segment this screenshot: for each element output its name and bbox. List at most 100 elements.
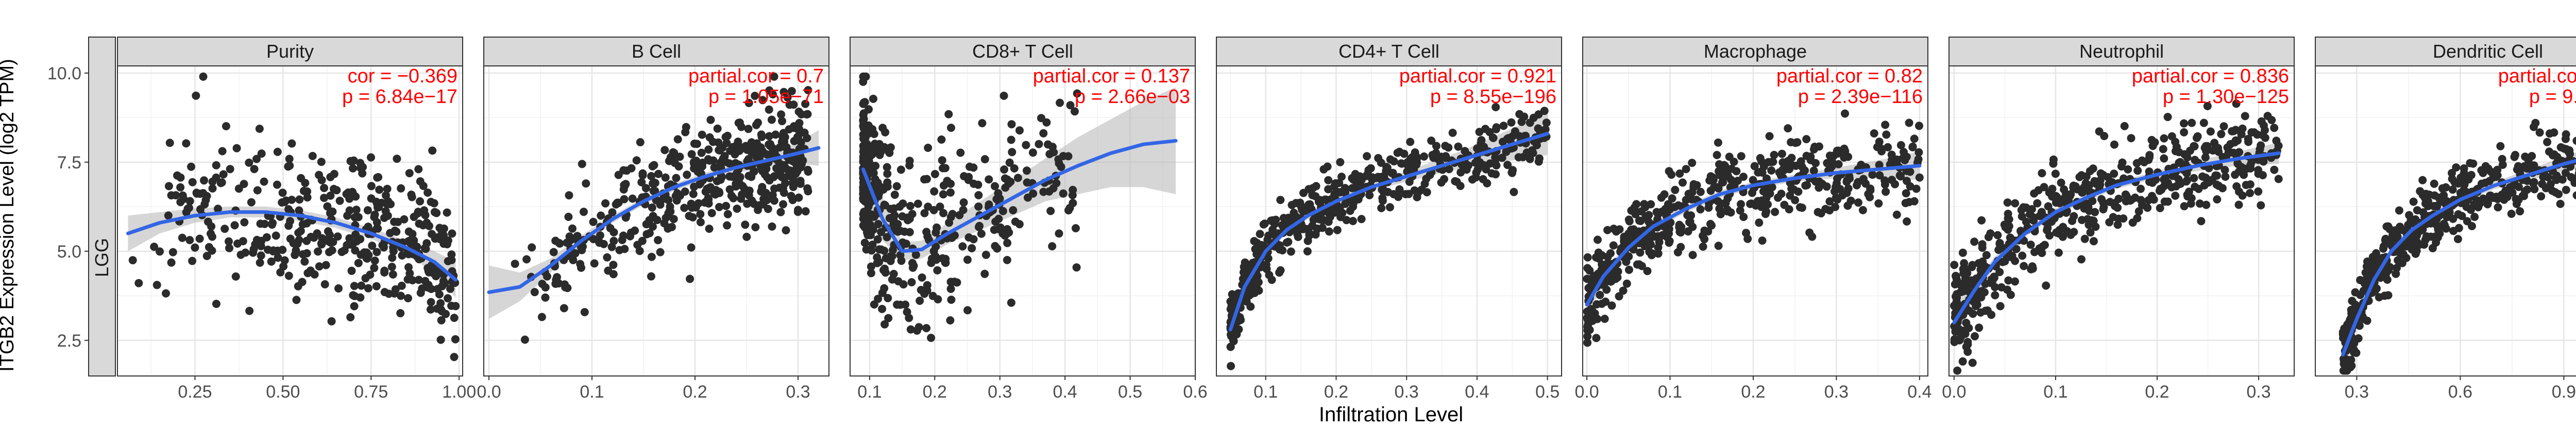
data-point — [963, 255, 972, 264]
data-point — [1910, 134, 1919, 143]
data-point — [1013, 174, 1022, 182]
data-point — [208, 246, 216, 255]
data-point — [763, 173, 771, 182]
data-point — [1072, 263, 1081, 272]
data-point — [1448, 128, 1457, 137]
data-point — [249, 245, 258, 253]
data-point — [918, 273, 926, 282]
data-point — [1625, 265, 1633, 274]
data-point — [2254, 166, 2263, 175]
data-point — [2496, 142, 2505, 150]
data-point — [284, 205, 293, 214]
data-point — [1284, 213, 1293, 222]
data-point — [1998, 258, 2007, 266]
data-point — [638, 236, 647, 245]
data-point — [878, 288, 887, 297]
data-point — [1977, 216, 1986, 225]
data-point — [788, 155, 796, 164]
data-point — [193, 189, 201, 198]
data-point — [421, 245, 430, 253]
data-point — [1688, 222, 1697, 231]
data-point — [879, 266, 888, 275]
data-point — [2124, 165, 2132, 174]
data-point — [528, 243, 536, 252]
data-point — [2561, 134, 2570, 143]
data-point — [2572, 136, 2576, 145]
data-point — [1710, 182, 1719, 191]
data-point — [2524, 162, 2533, 170]
data-point — [2008, 251, 2016, 260]
data-point — [859, 144, 868, 152]
x-tick-label: 0.4 — [1907, 382, 1931, 402]
data-point — [980, 155, 989, 164]
data-point — [991, 217, 1000, 226]
data-point — [240, 218, 249, 227]
data-point — [257, 149, 266, 158]
data-point — [356, 159, 365, 167]
panel-b-cell: B Cell partial.cor = 0.7p = 1.05e−71 0.0 0.… — [477, 37, 829, 402]
data-point — [870, 130, 878, 139]
data-point — [1718, 178, 1726, 187]
data-point — [1411, 161, 1419, 170]
data-point — [723, 131, 732, 140]
data-point — [375, 203, 383, 212]
data-point — [2202, 147, 2211, 156]
stat-pvalue: p = 1.05e−71 — [708, 86, 824, 108]
data-point — [1517, 117, 1526, 126]
data-point — [2395, 206, 2403, 215]
data-point — [1386, 155, 1395, 164]
data-point — [728, 143, 737, 151]
data-point — [1035, 140, 1043, 148]
data-point — [2232, 99, 2241, 108]
data-point — [620, 245, 629, 253]
data-point — [2430, 191, 2439, 200]
data-point — [2418, 176, 2427, 184]
data-point — [2206, 127, 2215, 136]
data-point — [2380, 292, 2389, 300]
x-tick-label: 0.1 — [2043, 382, 2067, 402]
data-point — [2160, 154, 2168, 163]
data-point — [1001, 183, 1010, 192]
data-point — [1583, 338, 1592, 347]
data-point — [1908, 143, 1917, 151]
panel-title: Macrophage — [1704, 41, 1807, 62]
data-point — [407, 191, 416, 199]
data-point — [2113, 220, 2122, 229]
data-point — [2175, 159, 2183, 167]
data-point — [1432, 142, 1440, 150]
data-point — [1882, 187, 1890, 196]
data-point — [302, 219, 311, 228]
data-point — [451, 335, 460, 344]
data-point — [696, 218, 705, 227]
data-point — [2355, 321, 2364, 330]
data-point — [416, 177, 425, 186]
data-point — [162, 289, 170, 298]
data-point — [2082, 172, 2091, 181]
data-point — [1858, 206, 1867, 214]
data-point — [335, 196, 344, 205]
data-point — [268, 220, 277, 229]
data-point — [885, 147, 893, 156]
data-point — [1492, 170, 1500, 179]
data-point — [2000, 220, 2009, 229]
data-point — [1798, 162, 1806, 171]
data-point — [654, 169, 663, 178]
data-point — [1492, 103, 1500, 111]
data-point — [1437, 178, 1446, 187]
data-point — [582, 179, 590, 188]
data-point — [896, 165, 905, 174]
data-point — [416, 197, 425, 206]
data-point — [2409, 197, 2418, 206]
data-point — [2432, 221, 2441, 230]
x-tick-label: 0.1 — [857, 382, 882, 402]
data-point — [2197, 217, 2206, 226]
data-point — [1052, 179, 1061, 187]
data-point — [2203, 102, 2212, 110]
data-point — [1588, 306, 1597, 315]
data-point — [1292, 199, 1300, 208]
data-point — [382, 191, 390, 200]
panel-title: CD4+ T Cell — [1338, 41, 1439, 62]
data-point — [1534, 157, 1543, 166]
data-point — [1896, 172, 1905, 181]
data-point — [2381, 234, 2390, 243]
